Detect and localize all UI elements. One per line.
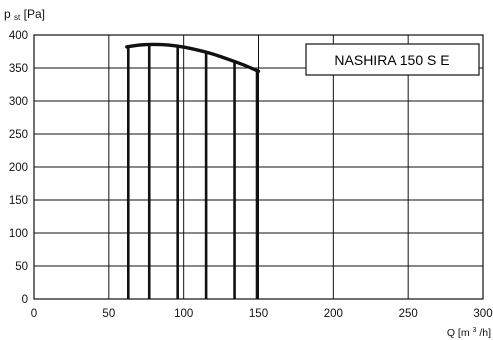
y-tick-label-100: 100 [9, 228, 28, 240]
y-tick-label-350: 350 [9, 63, 28, 75]
y-axis-label-sub: st [14, 13, 21, 22]
x-tick-label-250: 250 [399, 308, 418, 320]
x-tick-label-150: 150 [249, 308, 268, 320]
y-axis-label: p st [Pa] [4, 7, 45, 23]
y-axis-label-unit: [Pa] [24, 7, 45, 21]
y-tick-label-400: 400 [9, 30, 28, 42]
y-tick-label-50: 50 [15, 261, 28, 273]
y-tick-label-300: 300 [9, 96, 28, 108]
legend-text: NASHIRA 150 S E [334, 52, 449, 68]
x-tick-label-100: 100 [174, 308, 193, 320]
series-layer [125, 42, 261, 299]
x-tick-label-50: 50 [102, 308, 115, 320]
x-axis-label-superscript: 3 [472, 327, 476, 334]
x-axis-label-suffix: /h] [479, 327, 491, 339]
x-axis-label: Q [m 3 /h] [447, 323, 491, 339]
grid [33, 34, 484, 300]
legend-box: NASHIRA 150 S E [305, 43, 480, 76]
y-tick-label-0: 0 [22, 294, 28, 306]
pressure-curve [125, 42, 261, 73]
legend-frame [305, 43, 480, 76]
x-tick-label-300: 300 [473, 308, 492, 320]
x-tick-label-0: 0 [31, 308, 37, 320]
y-tick-label-150: 150 [9, 195, 28, 207]
y-axis-label-main: p [4, 7, 11, 21]
plot-frame [33, 34, 484, 300]
x-axis-label-prefix: Q [m [447, 327, 470, 339]
y-tick-label-250: 250 [9, 129, 28, 141]
y-tick-label-200: 200 [9, 162, 28, 174]
tick-labels: 0 50 100 150 200 250 300 350 400 0 50 100 150 200 250 3… [9, 30, 493, 320]
x-tick-label-200: 200 [324, 308, 343, 320]
